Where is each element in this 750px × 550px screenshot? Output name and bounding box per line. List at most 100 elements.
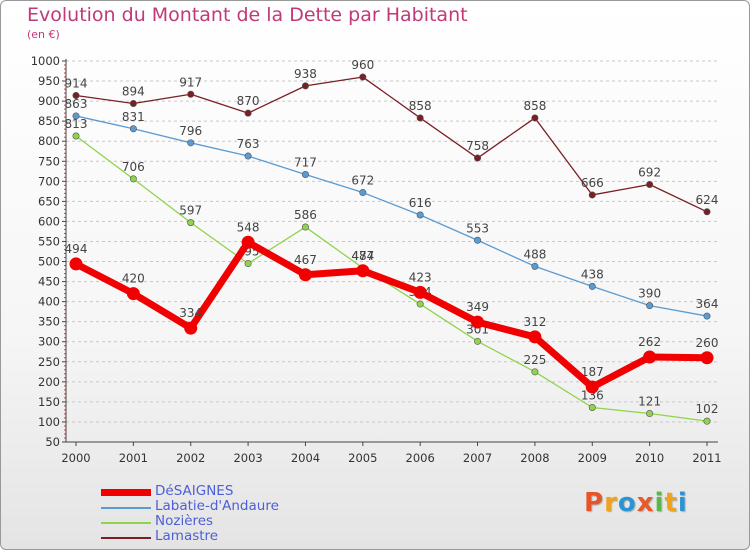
y-tick-label: 500: [38, 255, 60, 269]
x-tick-label: 2011: [692, 451, 721, 465]
proxiti-logo: Proxiti: [584, 488, 688, 518]
data-label: 548: [237, 220, 260, 234]
legend-item: DéSAIGNES: [101, 483, 361, 500]
legend-label: DéSAIGNES: [155, 483, 234, 499]
data-point: [244, 109, 252, 117]
y-tick-label: 650: [38, 194, 60, 208]
data-point: [187, 219, 195, 227]
data-label: 364: [696, 297, 719, 311]
series-line: [75, 76, 708, 213]
data-point: [413, 285, 427, 299]
data-point: [241, 235, 255, 249]
x-axis-ticks: 2000 2001 2002 2003 2004 2005 2006 2007 2008 2009…: [61, 451, 721, 465]
data-label: 467: [294, 253, 317, 267]
data-point: [585, 380, 599, 394]
y-tick-label: 550: [38, 234, 60, 248]
data-point: [416, 211, 424, 219]
data-label: 870: [237, 94, 260, 108]
data-point: [69, 257, 83, 271]
series-line: [74, 238, 708, 391]
legend-label: Labatie-d'Andaure: [155, 498, 279, 514]
data-label: 334: [179, 306, 202, 320]
y-tick-label: 250: [38, 355, 60, 369]
data-point: [531, 368, 539, 376]
data-label: 438: [581, 267, 604, 281]
data-point: [416, 300, 424, 308]
legend-swatch: [101, 489, 151, 496]
chart-title: Evolution du Montant de la Dette par Hab…: [27, 4, 468, 26]
data-point: [416, 114, 424, 122]
data-point: [126, 287, 140, 301]
data-point: [531, 262, 539, 270]
series-layer: 9148949178709389608587588586666926248638…: [65, 58, 719, 425]
data-label: 136: [581, 389, 604, 403]
x-tick-label: 2000: [61, 451, 90, 465]
y-tick-label: 300: [38, 335, 60, 349]
data-label: 960: [351, 58, 374, 72]
legend-swatch: [101, 522, 151, 524]
data-label: 938: [294, 67, 317, 81]
data-point: [72, 91, 80, 99]
axes: [62, 59, 718, 446]
y-tick-label: 1000: [31, 54, 60, 68]
data-point: [703, 417, 711, 425]
data-label: 624: [696, 193, 719, 207]
data-point: [474, 236, 482, 244]
chart-subtitle: (en €): [27, 28, 60, 41]
data-point: [72, 112, 80, 120]
data-label: 813: [65, 117, 88, 131]
data-label: 666: [581, 176, 604, 190]
data-point: [129, 175, 137, 183]
data-point: [531, 114, 539, 122]
data-point: [588, 282, 596, 290]
data-point: [703, 312, 711, 320]
data-label: 831: [122, 110, 145, 124]
data-point: [700, 351, 714, 365]
data-label: 717: [294, 155, 317, 169]
data-point: [471, 315, 485, 329]
legend-swatch: [101, 507, 151, 509]
data-point: [359, 189, 367, 197]
y-tick-label: 50: [45, 435, 60, 449]
data-label: 692: [638, 166, 661, 180]
series-lamastre: 914 894 917 870 938 960 858 758 858 666 692 624: [65, 58, 719, 216]
data-label: 758: [466, 139, 489, 153]
data-point: [187, 139, 195, 147]
data-label: 488: [523, 247, 546, 261]
data-label: 796: [179, 124, 202, 138]
data-point: [187, 90, 195, 98]
legend-label: Nozières: [155, 513, 214, 529]
data-label: 102: [696, 402, 719, 416]
data-label: 616: [409, 196, 432, 210]
data-point: [244, 152, 252, 160]
x-tick-label: 2002: [176, 451, 205, 465]
data-label: 858: [409, 99, 432, 113]
data-label: 484: [351, 249, 374, 263]
y-tick-label: 600: [38, 214, 60, 228]
data-label: 477: [351, 249, 374, 263]
data-label: 858: [523, 99, 546, 113]
data-label: 225: [523, 353, 546, 367]
y-tick-label: 150: [38, 395, 60, 409]
data-label: 586: [294, 208, 317, 222]
data-point: [301, 82, 309, 90]
data-point: [129, 125, 137, 133]
data-point: [301, 223, 309, 231]
x-tick-label: 2004: [291, 451, 320, 465]
data-point: [588, 191, 596, 199]
x-tick-label: 2010: [635, 451, 664, 465]
data-label: 390: [638, 287, 661, 301]
y-axis-ticks: 50 100 150 200 250 300 350 400 450 500 550 600 650 70…: [31, 54, 60, 449]
y-tick-label: 200: [38, 375, 60, 389]
data-point: [588, 404, 596, 412]
data-point: [184, 321, 198, 335]
y-tick-label: 950: [38, 74, 60, 88]
data-point: [528, 330, 542, 344]
data-label: 312: [523, 315, 546, 329]
data-point: [359, 73, 367, 81]
data-point: [298, 268, 312, 282]
legend-swatch: [101, 537, 151, 539]
data-point: [72, 132, 80, 140]
